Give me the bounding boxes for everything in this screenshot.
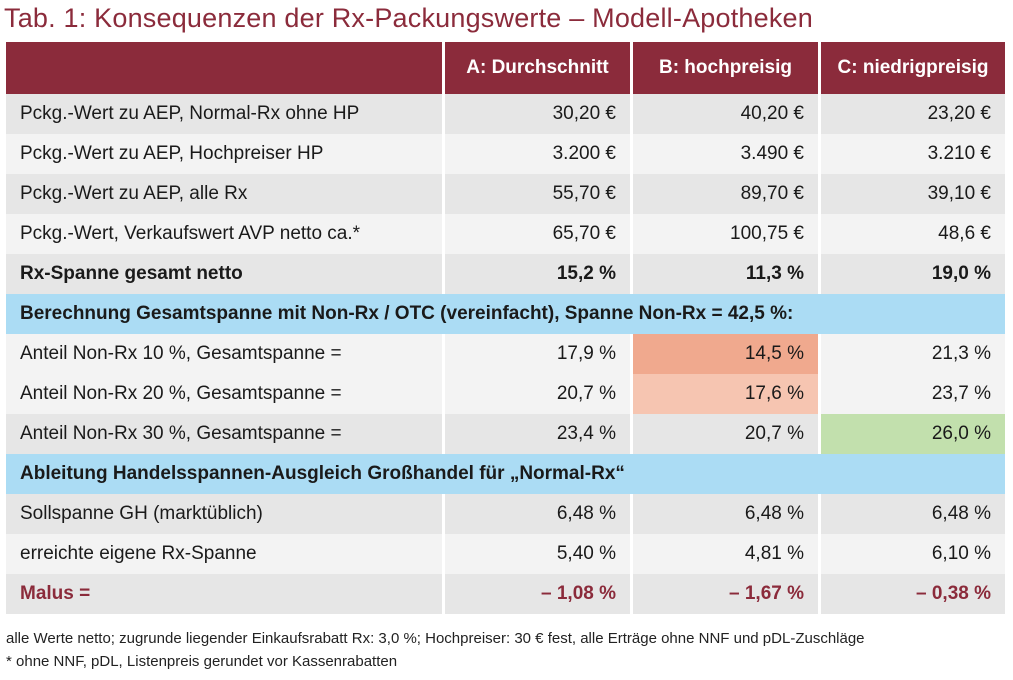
table-title: Tab. 1: Konsequenzen der Rx-Packungswert… bbox=[4, 3, 813, 33]
row-label: Anteil Non-Rx 30 %, Gesamtspanne = bbox=[6, 414, 442, 454]
row-label: Anteil Non-Rx 10 %, Gesamtspanne = bbox=[6, 334, 442, 374]
header-label-col bbox=[6, 42, 442, 94]
cell-b: 89,70 € bbox=[630, 174, 818, 214]
cell-c: 6,48 % bbox=[818, 494, 1005, 534]
row-label: Rx-Spanne gesamt netto bbox=[6, 254, 442, 294]
table-row: Anteil Non-Rx 20 %, Gesamtspanne = 20,7 … bbox=[6, 374, 1005, 414]
cell-c: 23,7 % bbox=[818, 374, 1005, 414]
cell-b-highlight: 17,6 % bbox=[630, 374, 818, 414]
cell-a: – 1,08 % bbox=[442, 574, 630, 614]
row-label: Sollspanne GH (marktüblich) bbox=[6, 494, 442, 534]
table-row: erreichte eigene Rx-Spanne 5,40 % 4,81 %… bbox=[6, 534, 1005, 574]
table-row: Anteil Non-Rx 30 %, Gesamtspanne = 23,4 … bbox=[6, 414, 1005, 454]
cell-a: 17,9 % bbox=[442, 334, 630, 374]
header-col-c: C: niedrigpreisig bbox=[818, 42, 1005, 94]
cell-c-highlight: 26,0 % bbox=[818, 414, 1005, 454]
table-row: Pckg.-Wert, Verkaufswert AVP netto ca.* … bbox=[6, 214, 1005, 254]
cell-b: 40,20 € bbox=[630, 94, 818, 134]
table-row: Sollspanne GH (marktüblich) 6,48 % 6,48 … bbox=[6, 494, 1005, 534]
cell-a: 3.200 € bbox=[442, 134, 630, 174]
row-label: Pckg.-Wert zu AEP, Hochpreiser HP bbox=[6, 134, 442, 174]
cell-c: 21,3 % bbox=[818, 334, 1005, 374]
row-label: Pckg.-Wert zu AEP, Normal-Rx ohne HP bbox=[6, 94, 442, 134]
cell-a: 5,40 % bbox=[442, 534, 630, 574]
row-label: Malus = bbox=[6, 574, 442, 614]
cell-b: 3.490 € bbox=[630, 134, 818, 174]
cell-b: 4,81 % bbox=[630, 534, 818, 574]
cell-b: 20,7 % bbox=[630, 414, 818, 454]
cell-a: 65,70 € bbox=[442, 214, 630, 254]
malus-row: Malus = – 1,08 % – 1,67 % – 0,38 % bbox=[6, 574, 1005, 614]
cell-a: 20,7 % bbox=[442, 374, 630, 414]
cell-b: 11,3 % bbox=[630, 254, 818, 294]
cell-c: 3.210 € bbox=[818, 134, 1005, 174]
row-label: Pckg.-Wert, Verkaufswert AVP netto ca.* bbox=[6, 214, 442, 254]
cell-c: 19,0 % bbox=[818, 254, 1005, 294]
row-label: Pckg.-Wert zu AEP, alle Rx bbox=[6, 174, 442, 214]
header-col-b: B: hochpreisig bbox=[630, 42, 818, 94]
header-col-a: A: Durchschnitt bbox=[442, 42, 630, 94]
cell-c: – 0,38 % bbox=[818, 574, 1005, 614]
table-row: Anteil Non-Rx 10 %, Gesamtspanne = 17,9 … bbox=[6, 334, 1005, 374]
cell-b: – 1,67 % bbox=[630, 574, 818, 614]
cell-a: 15,2 % bbox=[442, 254, 630, 294]
table-row: Pckg.-Wert zu AEP, Hochpreiser HP 3.200 … bbox=[6, 134, 1005, 174]
table-row: Pckg.-Wert zu AEP, alle Rx 55,70 € 89,70… bbox=[6, 174, 1005, 214]
data-table: A: Durchschnitt B: hochpreisig C: niedri… bbox=[6, 42, 1005, 614]
row-label: erreichte eigene Rx-Spanne bbox=[6, 534, 442, 574]
cell-a: 55,70 € bbox=[442, 174, 630, 214]
footnote-asterisk: * ohne NNF, pDL, Listenpreis gerundet vo… bbox=[6, 653, 398, 670]
cell-a: 30,20 € bbox=[442, 94, 630, 134]
section-heading: Berechnung Gesamtspanne mit Non-Rx / OTC… bbox=[6, 294, 1005, 334]
footnote-general: alle Werte netto; zugrunde liegender Ein… bbox=[6, 630, 865, 647]
cell-b-highlight: 14,5 % bbox=[630, 334, 818, 374]
cell-b: 100,75 € bbox=[630, 214, 818, 254]
section-row: Berechnung Gesamtspanne mit Non-Rx / OTC… bbox=[6, 294, 1005, 334]
section-heading: Ableitung Handelsspannen-Ausgleich Großh… bbox=[6, 454, 1005, 494]
cell-c: 23,20 € bbox=[818, 94, 1005, 134]
header-row: A: Durchschnitt B: hochpreisig C: niedri… bbox=[6, 42, 1005, 94]
table-row: Rx-Spanne gesamt netto 15,2 % 11,3 % 19,… bbox=[6, 254, 1005, 294]
cell-c: 39,10 € bbox=[818, 174, 1005, 214]
footnotes: alle Werte netto; zugrunde liegender Ein… bbox=[6, 627, 865, 673]
cell-b: 6,48 % bbox=[630, 494, 818, 534]
table-row: Pckg.-Wert zu AEP, Normal-Rx ohne HP 30,… bbox=[6, 94, 1005, 134]
section-row: Ableitung Handelsspannen-Ausgleich Großh… bbox=[6, 454, 1005, 494]
cell-c: 48,6 € bbox=[818, 214, 1005, 254]
row-label: Anteil Non-Rx 20 %, Gesamtspanne = bbox=[6, 374, 442, 414]
cell-c: 6,10 % bbox=[818, 534, 1005, 574]
cell-a: 23,4 % bbox=[442, 414, 630, 454]
cell-a: 6,48 % bbox=[442, 494, 630, 534]
